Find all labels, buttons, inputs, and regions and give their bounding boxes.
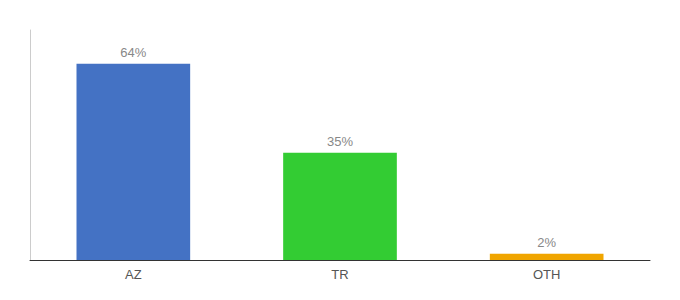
- svg-text:64%: 64%: [120, 45, 146, 60]
- svg-text:TR: TR: [331, 267, 348, 282]
- svg-text:2%: 2%: [537, 235, 556, 250]
- svg-text:OTH: OTH: [533, 267, 560, 282]
- svg-text:35%: 35%: [327, 134, 353, 149]
- svg-text:AZ: AZ: [125, 267, 142, 282]
